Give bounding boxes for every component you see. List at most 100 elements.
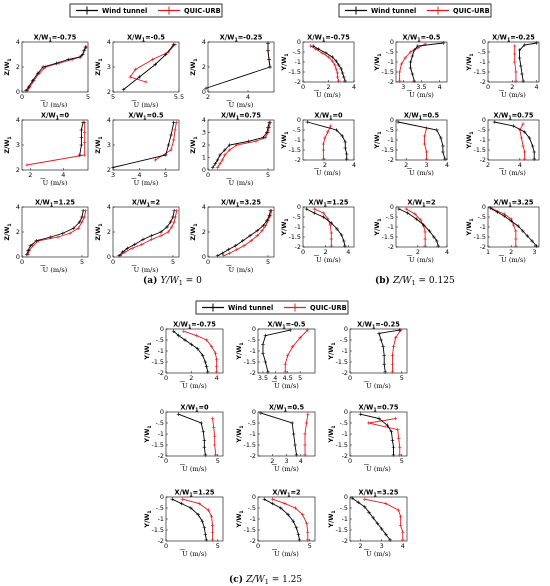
y-tick-label: -2 [388, 243, 394, 251]
data-point-wind-tunnel [204, 538, 209, 542]
y-tick-label: -1.5 [474, 68, 486, 76]
panel-a-1: X/W1=-0.75 0 5 0 2 4 U (m/s) Z/W1 [3, 34, 90, 110]
data-point-wind-tunnel [436, 244, 441, 248]
data-point-wind-tunnel [517, 48, 522, 52]
data-point-wind-tunnel [371, 516, 376, 520]
y-tick-label: -1.5 [336, 358, 348, 366]
y-tick-label: 4 [16, 38, 20, 46]
data-point-wind-tunnel [534, 41, 539, 45]
data-point-wind-tunnel [171, 42, 176, 47]
data-point-wind-tunnel [381, 344, 385, 349]
y-tick-label: -1.5 [474, 146, 486, 154]
data-point-wind-tunnel [202, 438, 207, 443]
y-tick-label: -1.5 [382, 68, 394, 76]
y-tick-label: 4 [16, 116, 20, 124]
data-point-quic-urb [512, 52, 517, 56]
y-tick-label: -1 [158, 515, 164, 523]
data-point-wind-tunnel [342, 239, 346, 243]
data-point-wind-tunnel [358, 412, 363, 416]
y-tick-label: 0 [160, 493, 164, 501]
data-point-quic-urb [76, 226, 81, 231]
data-point-wind-tunnel [227, 143, 232, 147]
data-point-quic-urb [398, 523, 403, 528]
panel-title: X/W1=0.5 [404, 112, 440, 122]
data-point-wind-tunnel [270, 501, 275, 506]
y-axis-label: Y/W1 [327, 510, 337, 528]
data-point-wind-tunnel [202, 445, 207, 449]
y-tick-label: 0 [16, 88, 20, 96]
data-point-wind-tunnel [342, 75, 346, 79]
data-point-quic-urb [172, 220, 176, 224]
y-tick-label: 2 [202, 141, 206, 149]
data-point-wind-tunnel [213, 161, 217, 166]
x-tick-label: 2 [416, 248, 420, 256]
panel-title: X/W1=3.25 [359, 489, 399, 499]
y-tick-label: -1.5 [152, 526, 164, 534]
y-tick-label: -1.5 [289, 68, 301, 76]
data-point-wind-tunnel [516, 224, 520, 228]
y-axis-label: Y/W1 [465, 218, 475, 236]
plot-frame [21, 119, 89, 171]
data-point-quic-urb [336, 79, 341, 83]
data-point-quic-urb [512, 60, 517, 64]
data-point-quic-urb [396, 436, 401, 441]
data-point-quic-urb [171, 138, 176, 142]
panel-b-7: X/W1=1.25 0 2 4 -2 -1.5 -1 -.5 0 U (m/s) Y/W1 [280, 199, 355, 264]
caption-a: (a) Y/W1 = 0 [143, 275, 202, 287]
data-point-wind-tunnel [259, 411, 263, 415]
data-point-wind-tunnel [362, 505, 367, 509]
plot-frame [257, 328, 316, 374]
data-point-wind-tunnel [80, 215, 84, 219]
x-axis-label: U (m/s) [316, 256, 341, 264]
data-point-quic-urb [140, 242, 144, 247]
y-tick-label: -.5 [156, 504, 164, 512]
x-tick-label: 0 [111, 258, 115, 266]
y-axis-label: Y/W1 [373, 131, 383, 149]
data-point-quic-urb [514, 244, 518, 248]
panel-title: X/W1=0.5 [269, 404, 305, 414]
y-tick-label: -.5 [478, 48, 486, 56]
x-tick-label: 4 [445, 248, 449, 256]
data-point-wind-tunnel [28, 243, 33, 248]
panel-c-3: X/W1=-0.25 0 5 -2 -1.5 -1 -.5 0 U (m/s) Y/W1 [327, 321, 408, 390]
data-point-wind-tunnel [120, 250, 125, 254]
data-point-wind-tunnel [439, 136, 443, 140]
panel-b-3: X/W1=-0.25 0 2 4 -2 -1.5 -1 -.5 0 U (m/s) Y/W1 [465, 34, 540, 99]
y-tick-label: -2 [388, 156, 394, 164]
x-axis-label: U (m/s) [316, 169, 341, 177]
y-tick-label: -.5 [386, 48, 394, 56]
data-point-wind-tunnel [291, 519, 296, 523]
panel-c-2: X/W1=-0.5 3.5 4 4.5 5 -2 -1.5 -1 -.5 0 U (m/s) Y/W1 [235, 321, 316, 390]
y-axis-label: Y/W1 [373, 218, 383, 236]
data-point-quic-urb [514, 70, 518, 74]
data-point-quic-urb [270, 497, 275, 501]
data-point-wind-tunnel [168, 220, 173, 224]
data-point-wind-tunnel [149, 233, 154, 238]
y-tick-label: -2 [158, 452, 164, 460]
legend-box [69, 3, 223, 18]
data-point-quic-urb [82, 130, 87, 135]
data-point-wind-tunnel [525, 234, 530, 238]
data-point-quic-urb [210, 523, 215, 528]
x-axis-label: U (m/s) [43, 266, 68, 274]
panel-title: X/W1=1.25 [175, 489, 215, 499]
data-point-quic-urb [211, 425, 216, 430]
data-point-quic-urb [214, 364, 219, 369]
data-point-quic-urb [404, 207, 408, 211]
data-point-quic-urb [214, 370, 219, 374]
y-tick-label: -.5 [248, 336, 256, 344]
panel-title: X/W1=0.75 [359, 404, 399, 414]
x-axis-label: U (m/s) [229, 101, 254, 109]
data-point-wind-tunnel [195, 347, 200, 351]
data-point-wind-tunnel [77, 220, 82, 224]
legend-a: Wind tunnel QUIC-URB [69, 3, 223, 18]
data-point-wind-tunnel [263, 333, 268, 338]
x-tick-label: 2 [509, 248, 513, 256]
y-axis-label: Z/W1 [189, 223, 199, 240]
y-tick-label: 0 [344, 325, 348, 333]
data-point-wind-tunnel [311, 44, 315, 48]
x-tick-label: 3 [425, 161, 429, 169]
legend-box [195, 300, 349, 315]
y-tick-label: -2 [480, 156, 486, 164]
data-point-wind-tunnel [330, 55, 335, 59]
